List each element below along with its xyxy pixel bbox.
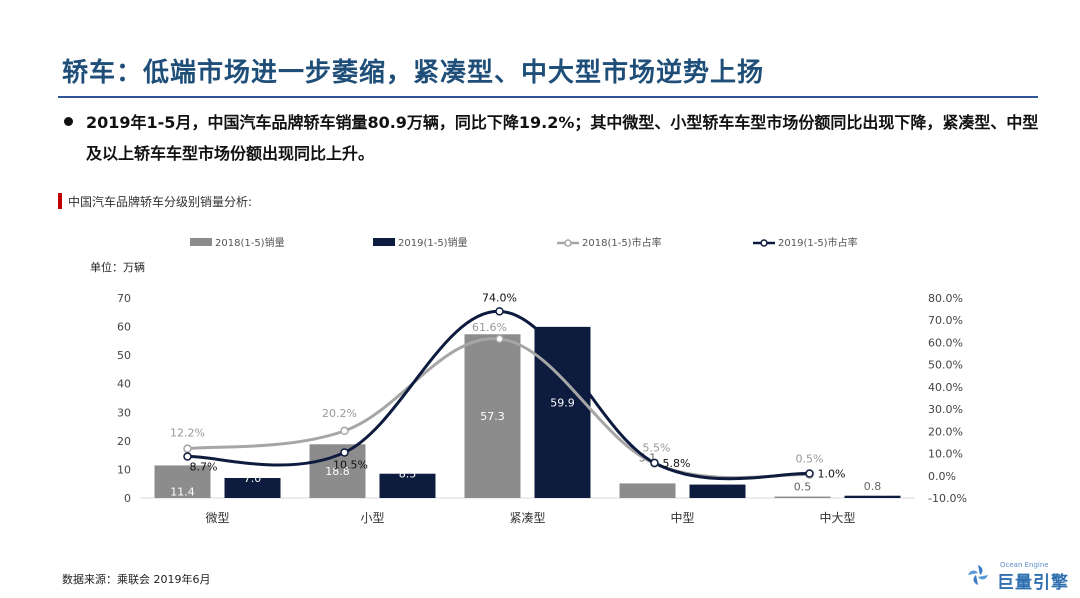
line-2018-point <box>495 334 504 344</box>
line-2019-point <box>805 469 814 478</box>
logo-subtext: Ocean Engine <box>1000 561 1049 569</box>
line-2019-label: 10.5% <box>333 458 368 471</box>
line-2018-point <box>340 426 349 436</box>
category-label: 紧凑型 <box>509 511 545 525</box>
legend-label: 2018(1-5)市占率 <box>582 236 662 249</box>
unit-label: 单位：万辆 <box>90 260 145 274</box>
bar-2018 <box>154 465 211 498</box>
bar-2019 <box>534 326 591 498</box>
line-2019-point <box>495 307 504 316</box>
left-axis-tick: 10 <box>117 463 131 476</box>
bar-2019 <box>379 473 436 498</box>
legend-label: 2018(1-5)销量 <box>215 236 285 249</box>
legend-swatch-2019-bar <box>373 238 395 246</box>
left-axis-tick: 50 <box>117 349 131 362</box>
ocean-engine-logo-icon <box>968 565 988 585</box>
bar-2018-value-label: 57.3 <box>480 410 505 423</box>
bar-2018 <box>309 444 366 498</box>
line-2018-label: 0.5% <box>796 453 824 466</box>
line-2019-point <box>183 452 192 461</box>
line-2019-label: 74.0% <box>482 291 517 304</box>
bar-2018 <box>464 334 521 498</box>
bullet-icon <box>64 117 73 126</box>
right-axis-tick: 60.0% <box>928 336 963 349</box>
left-axis-tick: 60 <box>117 321 131 334</box>
category-label: 微型 <box>205 511 229 525</box>
bar-2019-value-label: 0.8 <box>864 480 882 493</box>
line-2019-label: 8.7% <box>190 460 218 473</box>
line-2019-label: 1.0% <box>818 468 846 481</box>
right-axis-tick: 10.0% <box>928 448 963 461</box>
line-2019-point <box>340 448 349 457</box>
left-axis-tick: 30 <box>117 406 131 419</box>
line-2019-point <box>650 458 659 468</box>
legend-label: 2019(1-5)销量 <box>398 236 468 249</box>
bar-2018-value-label: 18.8 <box>325 465 350 478</box>
bar-2019-value-label: 7.0 <box>244 472 262 485</box>
legend-marker-2018 <box>564 239 572 247</box>
category-label: 中大型 <box>819 510 855 525</box>
line-2018-label: 12.2% <box>170 427 205 440</box>
bar-2019 <box>689 484 746 498</box>
right-axis-tick: 80.0% <box>928 292 963 305</box>
legend-label: 2019(1-5)市占率 <box>778 236 858 249</box>
title-divider <box>58 96 1038 98</box>
bar-2019 <box>844 495 901 498</box>
right-axis-tick: 0.0% <box>928 470 956 483</box>
bar-2018-value-label: 0.5 <box>794 481 812 494</box>
bar-2018 <box>619 483 676 498</box>
chart-subtitle: 中国汽车品牌轿车分级别销量分析: <box>68 195 253 209</box>
line-2019-label: 5.8% <box>663 457 691 470</box>
category-label: 中型 <box>670 510 694 525</box>
line-2018-label: 20.2% <box>322 407 357 420</box>
line-2018-label: 5.5% <box>643 442 671 455</box>
data-source: 数据来源：乘联会 2019年6月 <box>62 573 211 586</box>
left-axis-tick: 70 <box>117 292 131 305</box>
right-axis-tick: 50.0% <box>928 359 963 372</box>
left-axis-tick: 0 <box>124 492 131 505</box>
category-label: 小型 <box>360 511 384 525</box>
legend-swatch-2018-bar <box>190 238 212 246</box>
subtitle-marker <box>58 193 62 209</box>
legend-marker-2019 <box>760 239 768 247</box>
bar-2019 <box>224 478 281 498</box>
right-axis-tick: 20.0% <box>928 425 963 438</box>
bar-2019-value-label: 8.5 <box>399 468 417 481</box>
right-axis-tick: 40.0% <box>928 381 963 394</box>
logo-text: 巨量引擎 <box>997 573 1069 593</box>
bar-2018 <box>774 496 831 498</box>
left-axis-tick: 40 <box>117 378 131 391</box>
line-2018-label: 61.6% <box>472 321 507 334</box>
line-2018-point <box>183 444 192 453</box>
right-axis-tick: -10.0% <box>928 492 967 505</box>
page-title: 轿车：低端市场进一步萎缩，紧凑型、中大型市场逆势上扬 <box>62 58 765 88</box>
bar-2019-value-label: 59.9 <box>550 396 575 409</box>
summary-text: 2019年1-5月，中国汽车品牌轿车销量80.9万辆，同比下降19.2%；其中微… <box>86 113 1039 163</box>
left-axis-tick: 20 <box>117 435 131 448</box>
right-axis-tick: 30.0% <box>928 403 963 416</box>
bar-2018-value-label: 11.4 <box>170 486 195 499</box>
right-axis-tick: 70.0% <box>928 314 963 327</box>
